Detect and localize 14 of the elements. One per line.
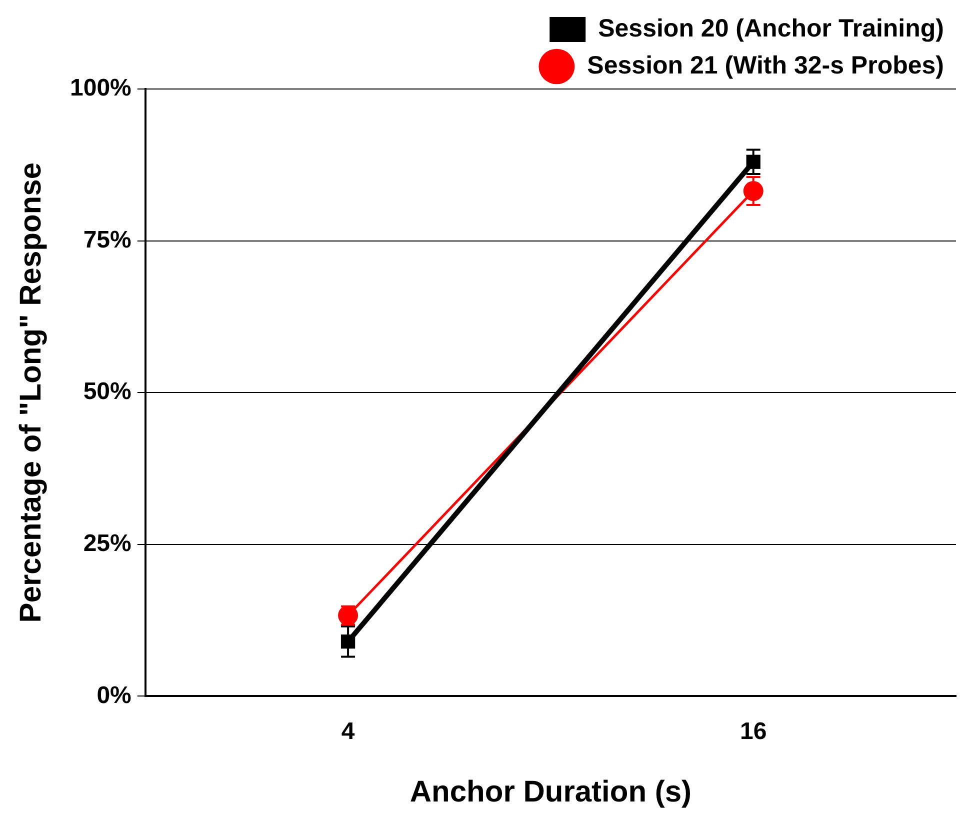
x-tick-label: 4 xyxy=(341,718,356,746)
y-tick-label: 50% xyxy=(83,378,132,406)
legend-label: Session 20 (Anchor Training) xyxy=(598,14,944,42)
y-axis-title: Percentage of "Long" Response xyxy=(14,162,48,623)
x-tick-label: 16 xyxy=(740,718,767,746)
point xyxy=(743,181,764,202)
y-tick-label: 25% xyxy=(83,530,132,558)
y-tick-label: 100% xyxy=(70,74,132,102)
y-tick-label: 0% xyxy=(96,682,132,709)
legend-label: Session 21 (With 32-s Probes) xyxy=(587,51,944,80)
point xyxy=(340,634,356,649)
y-tick-label: 75% xyxy=(83,226,132,254)
point xyxy=(746,154,760,169)
x-axis-title: Anchor Duration (s) xyxy=(410,775,692,808)
